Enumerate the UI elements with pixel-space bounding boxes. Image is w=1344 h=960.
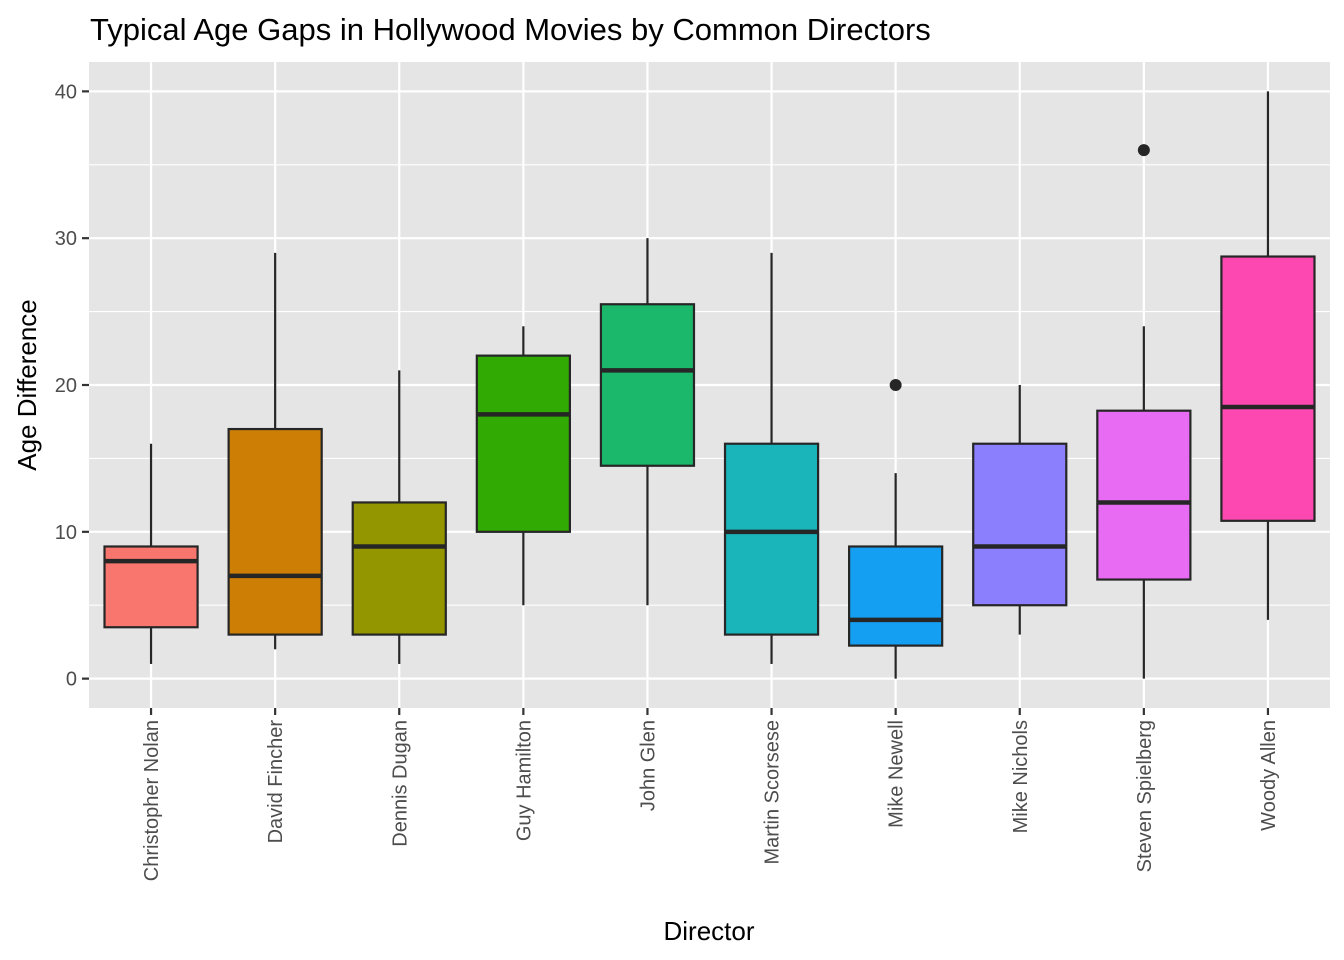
box-group bbox=[848, 379, 944, 679]
box bbox=[227, 427, 323, 636]
chart-title: Typical Age Gaps in Hollywood Movies by … bbox=[90, 12, 931, 47]
box-group bbox=[1096, 144, 1192, 679]
axes: 0 10 20 30 40 Christopher Nolan David Fincher D… bbox=[55, 81, 1280, 881]
x-tick-label: Martin Scorsese bbox=[762, 720, 784, 865]
box-group bbox=[723, 252, 820, 664]
box-group bbox=[475, 326, 571, 606]
box-group bbox=[599, 238, 696, 606]
y-axis-title: Age Difference bbox=[12, 299, 42, 471]
x-tick-label: Christopher Nolan bbox=[141, 720, 163, 881]
box bbox=[1096, 409, 1192, 581]
x-tick-label: John Glen bbox=[637, 720, 659, 811]
box bbox=[599, 303, 696, 467]
box-group bbox=[351, 370, 447, 664]
box bbox=[103, 545, 199, 629]
box bbox=[1220, 255, 1316, 522]
box bbox=[351, 501, 447, 636]
x-tick-label: Mike Nichols bbox=[1010, 720, 1032, 833]
box-group bbox=[972, 385, 1068, 635]
boxes bbox=[103, 91, 1316, 679]
outlier-point bbox=[1137, 144, 1150, 157]
y-tick-label: 10 bbox=[55, 522, 77, 544]
box bbox=[848, 545, 944, 647]
x-tick-label: Steven Spielberg bbox=[1134, 720, 1156, 872]
y-tick-label: 0 bbox=[66, 669, 77, 691]
x-tick-label: David Fincher bbox=[265, 720, 287, 844]
y-tick-label: 20 bbox=[55, 375, 77, 397]
box bbox=[972, 442, 1068, 607]
outlier-point bbox=[889, 379, 902, 391]
x-tick-label: Dennis Dugan bbox=[389, 720, 411, 847]
box bbox=[723, 442, 820, 636]
box bbox=[475, 354, 571, 533]
x-tick-label: Guy Hamilton bbox=[513, 720, 535, 841]
x-tick-label: Mike Newell bbox=[886, 720, 908, 828]
box-group bbox=[1220, 91, 1316, 620]
box-group bbox=[227, 252, 323, 650]
box-group bbox=[103, 443, 199, 664]
x-tick-label: Woody Allen bbox=[1258, 720, 1280, 831]
y-tick-label: 30 bbox=[55, 228, 77, 250]
x-axis-title: Director bbox=[663, 916, 754, 946]
y-tick-label: 40 bbox=[55, 81, 77, 103]
